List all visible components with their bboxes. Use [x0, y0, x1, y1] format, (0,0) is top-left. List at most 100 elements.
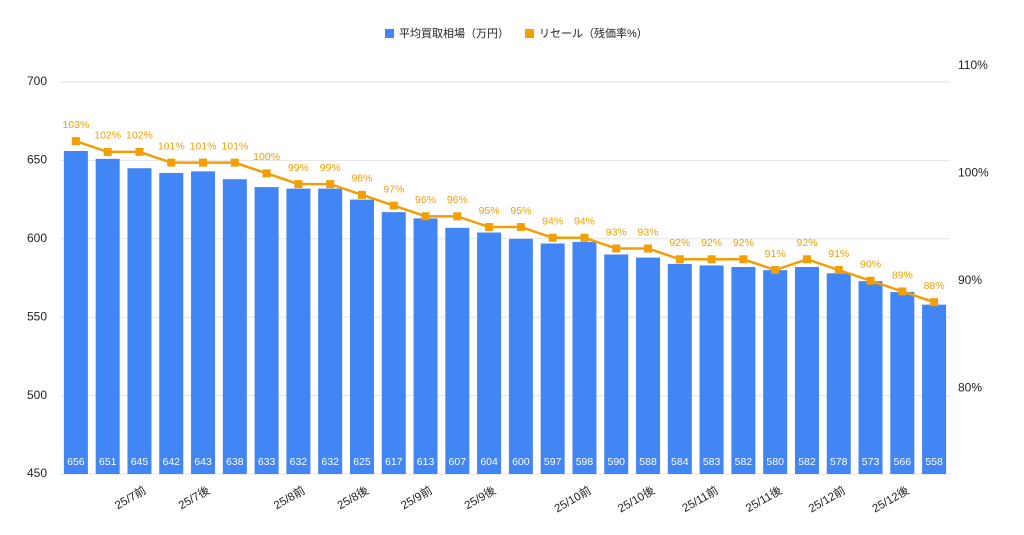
line-point: [898, 287, 907, 296]
y2-tick-label: 100%: [958, 166, 989, 180]
bar: [508, 238, 533, 474]
line-value-label: 98%: [351, 173, 372, 185]
x-tick-label: 25/11後: [743, 483, 785, 515]
bar: [286, 188, 311, 474]
bar: [63, 150, 88, 474]
bar-value-label: 604: [480, 456, 498, 468]
line-point: [548, 233, 557, 242]
bar: [540, 243, 565, 474]
bar: [349, 199, 374, 474]
line-point: [516, 223, 525, 232]
bar-value-label: 632: [290, 456, 308, 468]
bar: [127, 168, 152, 475]
y-tick-label: 550: [27, 309, 47, 323]
line-value-label: 94%: [542, 216, 563, 228]
bar-value-label: 584: [671, 456, 689, 468]
line-point: [199, 158, 208, 167]
line-value-label: 96%: [447, 194, 468, 206]
bar-value-label: 600: [512, 456, 530, 468]
line-value-label: 92%: [669, 237, 690, 249]
x-tick-label: 25/10後: [615, 483, 657, 516]
line-point: [421, 212, 430, 221]
line-point: [834, 266, 843, 274]
bar-value-label: 590: [607, 456, 625, 468]
bar-value-label: 651: [99, 456, 117, 468]
legend-swatch: [385, 29, 394, 38]
line-value-label: 96%: [415, 194, 436, 206]
line-value-label: 97%: [383, 183, 404, 195]
line-value-label: 100%: [253, 151, 280, 163]
line-value-label: 88%: [924, 280, 945, 292]
line-point: [326, 180, 335, 189]
bar: [636, 257, 661, 474]
bar-value-label: 643: [194, 456, 212, 468]
line-value-label: 92%: [796, 237, 817, 249]
line-point: [71, 137, 80, 146]
bar-value-label: 625: [353, 456, 371, 468]
line-point: [485, 223, 494, 232]
bar-value-label: 632: [321, 456, 339, 468]
bar-value-label: 573: [862, 456, 880, 468]
bar: [159, 172, 184, 474]
line-point: [167, 158, 176, 167]
bar-value-label: 597: [544, 456, 562, 468]
line-value-label: 95%: [479, 205, 500, 217]
line-value-label: 92%: [701, 237, 722, 249]
x-tick-label: 25/7前: [112, 483, 148, 512]
bar-value-label: 582: [798, 456, 816, 468]
bar: [699, 265, 724, 474]
bar-value-label: 598: [576, 456, 594, 468]
line-point: [930, 298, 939, 307]
line-point: [644, 244, 653, 253]
line-value-label: 92%: [733, 237, 754, 249]
line-value-label: 93%: [638, 226, 659, 238]
y-tick-label: 500: [27, 388, 47, 402]
line-point: [612, 244, 621, 253]
bar-value-label: 638: [226, 456, 244, 468]
x-tick-label: 25/11前: [679, 483, 720, 515]
y-tick-label: 700: [27, 74, 47, 88]
bar-value-label: 613: [417, 456, 435, 468]
bar: [318, 188, 343, 474]
legend-label: リセール（残価率%）: [539, 26, 648, 40]
bar: [413, 218, 438, 474]
bar: [794, 267, 819, 474]
bar-value-label: 633: [258, 456, 276, 468]
line-value-label: 101%: [158, 140, 185, 152]
bar: [95, 158, 120, 474]
x-tick-label: 25/9後: [462, 483, 499, 512]
y-tick-label: 650: [27, 153, 47, 167]
y-tick-label: 600: [27, 231, 47, 245]
bar: [477, 232, 502, 474]
bar-value-label: 656: [67, 456, 85, 468]
y2-tick-label: 110%: [958, 58, 988, 72]
bar: [381, 212, 406, 475]
line-value-label: 102%: [94, 130, 121, 142]
x-tick-label: 25/12前: [806, 483, 848, 515]
bar: [191, 171, 216, 474]
bar-value-label: 566: [894, 456, 912, 468]
bar: [667, 263, 692, 474]
line-value-label: 99%: [288, 162, 309, 174]
bar-value-label: 578: [830, 456, 848, 468]
bar: [922, 304, 947, 474]
x-tick-label: 25/9前: [398, 483, 434, 512]
line-value-label: 101%: [221, 140, 248, 152]
legend-swatch: [525, 29, 534, 38]
bar-value-label: 617: [385, 456, 403, 468]
line-point: [675, 255, 684, 264]
bar-value-label: 645: [131, 456, 149, 468]
bar: [890, 292, 915, 474]
bar: [604, 254, 629, 474]
line-value-label: 102%: [126, 130, 153, 142]
line-point: [707, 255, 716, 264]
line-value-label: 99%: [320, 162, 341, 174]
bar: [763, 270, 788, 474]
line-point: [294, 180, 303, 189]
line-value-label: 101%: [190, 140, 217, 152]
bar: [858, 281, 883, 474]
line-value-label: 93%: [606, 226, 627, 238]
bar-value-label: 558: [925, 456, 943, 468]
line-point: [262, 169, 271, 178]
